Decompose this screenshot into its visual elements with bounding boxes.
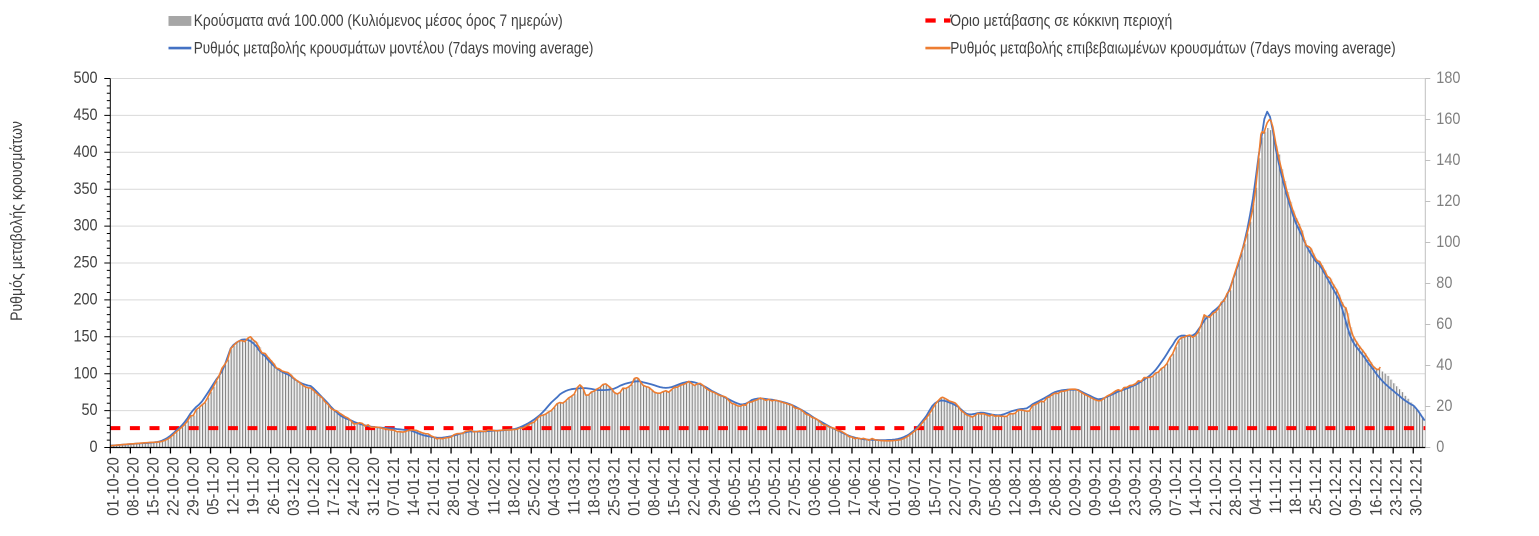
svg-text:15-10-20: 15-10-20 (145, 457, 163, 516)
svg-text:12-11-20: 12-11-20 (225, 457, 243, 515)
svg-text:25-02-21: 25-02-21 (525, 457, 543, 516)
svg-text:15-07-21: 15-07-21 (926, 457, 944, 516)
svg-text:01-10-20: 01-10-20 (104, 457, 122, 516)
svg-text:14-01-21: 14-01-21 (405, 457, 423, 516)
svg-text:28-10-21: 28-10-21 (1227, 457, 1245, 516)
svg-text:18-03-21: 18-03-21 (586, 457, 604, 516)
svg-text:12-08-21: 12-08-21 (1007, 457, 1025, 516)
svg-text:25-11-21: 25-11-21 (1307, 457, 1325, 515)
svg-text:17-12-20: 17-12-20 (325, 457, 343, 516)
svg-text:04-11-21: 04-11-21 (1247, 457, 1265, 515)
svg-text:350: 350 (74, 180, 98, 198)
svg-text:450: 450 (74, 106, 98, 124)
svg-text:160: 160 (1436, 110, 1460, 128)
svg-text:24-06-21: 24-06-21 (866, 457, 884, 516)
svg-text:06-05-21: 06-05-21 (726, 457, 744, 516)
svg-text:40: 40 (1436, 356, 1452, 374)
svg-text:500: 500 (74, 69, 98, 87)
svg-text:300: 300 (74, 217, 98, 235)
svg-text:31-12-20: 31-12-20 (365, 457, 383, 516)
svg-text:Ρυθμός μεταβολής κρουσμάτων: Ρυθμός μεταβολής κρουσμάτων (8, 121, 26, 321)
svg-text:140: 140 (1436, 151, 1460, 169)
svg-text:14-10-21: 14-10-21 (1187, 457, 1205, 516)
svg-text:Ρυθμός μεταβολής κρουσμάτων μο: Ρυθμός μεταβολής κρουσμάτων μοντέλου (7d… (194, 39, 594, 58)
svg-text:22-07-21: 22-07-21 (946, 457, 964, 516)
svg-text:30-12-21: 30-12-21 (1407, 457, 1425, 516)
svg-text:150: 150 (74, 327, 98, 345)
svg-text:26-08-21: 26-08-21 (1047, 457, 1065, 516)
svg-text:17-06-21: 17-06-21 (846, 457, 864, 516)
svg-text:21-01-21: 21-01-21 (425, 457, 443, 516)
svg-text:03-12-20: 03-12-20 (285, 457, 303, 516)
svg-text:07-10-21: 07-10-21 (1167, 457, 1185, 516)
svg-text:Όριο μετάβασης σε κόκκινη περι: Όριο μετάβασης σε κόκκινη περιοχή (949, 12, 1172, 31)
svg-text:05-08-21: 05-08-21 (986, 457, 1004, 516)
svg-text:200: 200 (74, 290, 98, 308)
svg-text:21-10-21: 21-10-21 (1207, 457, 1225, 516)
svg-text:15-04-21: 15-04-21 (666, 457, 684, 516)
svg-text:08-04-21: 08-04-21 (646, 457, 664, 516)
svg-text:22-04-21: 22-04-21 (686, 457, 704, 516)
svg-text:16-12-21: 16-12-21 (1367, 457, 1385, 516)
svg-text:23-09-21: 23-09-21 (1127, 457, 1145, 516)
svg-text:05-11-20: 05-11-20 (205, 457, 223, 515)
svg-text:09-12-21: 09-12-21 (1347, 457, 1365, 516)
svg-text:26-11-20: 26-11-20 (265, 457, 283, 515)
svg-text:50: 50 (82, 401, 98, 419)
svg-text:22-10-20: 22-10-20 (165, 457, 183, 516)
svg-text:01-04-21: 01-04-21 (626, 457, 644, 516)
svg-text:03-06-21: 03-06-21 (806, 457, 824, 516)
svg-text:30-09-21: 30-09-21 (1147, 457, 1165, 516)
svg-text:27-05-21: 27-05-21 (786, 457, 804, 516)
svg-text:18-02-21: 18-02-21 (505, 457, 523, 516)
svg-text:Ρυθμός μεταβολής επιβεβαιωμένω: Ρυθμός μεταβολής επιβεβαιωμένων κρουσμάτ… (950, 39, 1395, 58)
svg-text:20: 20 (1436, 397, 1452, 415)
svg-text:20-05-21: 20-05-21 (766, 457, 784, 516)
svg-text:11-03-21: 11-03-21 (566, 457, 584, 515)
svg-text:100: 100 (1436, 233, 1460, 251)
svg-text:13-05-21: 13-05-21 (746, 457, 764, 516)
svg-text:29-04-21: 29-04-21 (706, 457, 724, 516)
svg-text:400: 400 (74, 143, 98, 161)
svg-text:09-09-21: 09-09-21 (1087, 457, 1105, 516)
svg-text:0: 0 (1436, 438, 1444, 456)
svg-text:18-11-21: 18-11-21 (1287, 457, 1305, 515)
svg-text:60: 60 (1436, 315, 1452, 333)
svg-text:19-11-20: 19-11-20 (245, 457, 263, 515)
svg-text:29-07-21: 29-07-21 (966, 457, 984, 516)
svg-text:08-07-21: 08-07-21 (906, 457, 924, 516)
svg-text:25-03-21: 25-03-21 (606, 457, 624, 516)
svg-text:19-08-21: 19-08-21 (1027, 457, 1045, 516)
svg-text:100: 100 (74, 364, 98, 382)
svg-text:11-11-21: 11-11-21 (1267, 457, 1285, 514)
svg-text:10-06-21: 10-06-21 (826, 457, 844, 516)
svg-text:02-12-21: 02-12-21 (1327, 457, 1345, 516)
svg-text:0: 0 (90, 438, 98, 456)
svg-text:04-02-21: 04-02-21 (465, 457, 483, 516)
svg-text:Κρούσματα ανά 100.000 (Κυλιόμε: Κρούσματα ανά 100.000 (Κυλιόμενος μέσος … (194, 12, 563, 31)
svg-text:07-01-21: 07-01-21 (385, 457, 403, 516)
svg-text:80: 80 (1436, 274, 1452, 292)
svg-text:10-12-20: 10-12-20 (305, 457, 323, 516)
svg-text:24-12-20: 24-12-20 (345, 457, 363, 516)
svg-text:29-10-20: 29-10-20 (185, 457, 203, 516)
svg-text:08-10-20: 08-10-20 (125, 457, 143, 516)
svg-text:28-01-21: 28-01-21 (445, 457, 463, 516)
svg-text:250: 250 (74, 254, 98, 272)
svg-text:180: 180 (1436, 69, 1460, 87)
svg-text:01-07-21: 01-07-21 (886, 457, 904, 516)
svg-text:02-09-21: 02-09-21 (1067, 457, 1085, 516)
svg-text:04-03-21: 04-03-21 (545, 457, 563, 516)
svg-text:23-12-21: 23-12-21 (1387, 457, 1405, 516)
svg-text:11-02-21: 11-02-21 (485, 457, 503, 515)
svg-text:120: 120 (1436, 192, 1460, 210)
svg-text:16-09-21: 16-09-21 (1107, 457, 1125, 516)
